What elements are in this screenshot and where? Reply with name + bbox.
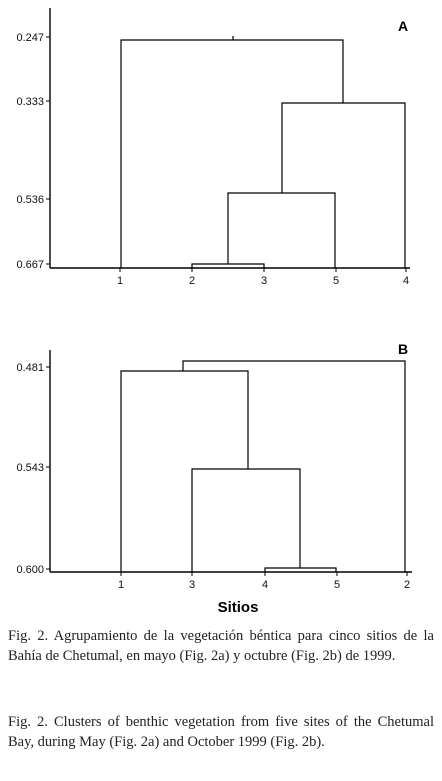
panel-b-leaf-label: 3 <box>189 579 195 591</box>
panel-b-y-tick-label: 0.543 <box>16 462 44 474</box>
panel-b-y-tick-label: 0.600 <box>16 564 44 576</box>
panel-b-leaf-label: 5 <box>334 579 340 591</box>
panel-a-y-tick-label: 0.667 <box>16 259 44 271</box>
panel-a-merge-1-rest <box>120 39 344 268</box>
panel-b-label: B <box>398 341 408 357</box>
panel-a-merge-235-4 <box>281 102 406 268</box>
panel-a-y-tick-label: 0.247 <box>16 32 44 44</box>
panel-a-y-tick-label: 0.333 <box>16 96 44 108</box>
caption-spanish: Fig. 2. Agrupamiento de la vegetación bé… <box>8 628 434 664</box>
panel-b-merge-3-45 <box>191 468 301 572</box>
dendrogram-panel-a: A 0.247 0.333 0.536 0.667 1 2 3 5 4 <box>16 8 410 287</box>
x-axis-title: Sitios <box>218 599 259 616</box>
panel-b-merge-1-345 <box>120 370 249 572</box>
panel-a-leaf-label: 1 <box>117 275 123 287</box>
panel-a-leaf-label: 3 <box>261 275 267 287</box>
panel-b-leaf-label: 2 <box>404 579 410 591</box>
panel-a-leaf-label: 2 <box>189 275 195 287</box>
panel-a-leaf-label: 5 <box>333 275 339 287</box>
panel-a-label: A <box>398 18 408 34</box>
panel-a-merge-23-5 <box>227 192 336 268</box>
panel-b-y-tick-label: 0.481 <box>16 362 44 374</box>
panel-b-leaf-label: 4 <box>262 579 268 591</box>
caption-english: Fig. 2. Clusters of benthic vegetation f… <box>8 714 434 750</box>
panel-b-merge-rest-2 <box>182 360 406 572</box>
panel-a-leaf-label: 4 <box>403 275 409 287</box>
panel-b-leaf-label: 1 <box>118 579 124 591</box>
panel-a-y-tick-label: 0.536 <box>16 194 44 206</box>
dendrogram-panel-b: B 0.481 0.543 0.600 1 3 4 5 2 Sitios <box>16 341 412 616</box>
figure-canvas: A 0.247 0.333 0.536 0.667 1 2 3 5 4 <box>16 8 412 616</box>
